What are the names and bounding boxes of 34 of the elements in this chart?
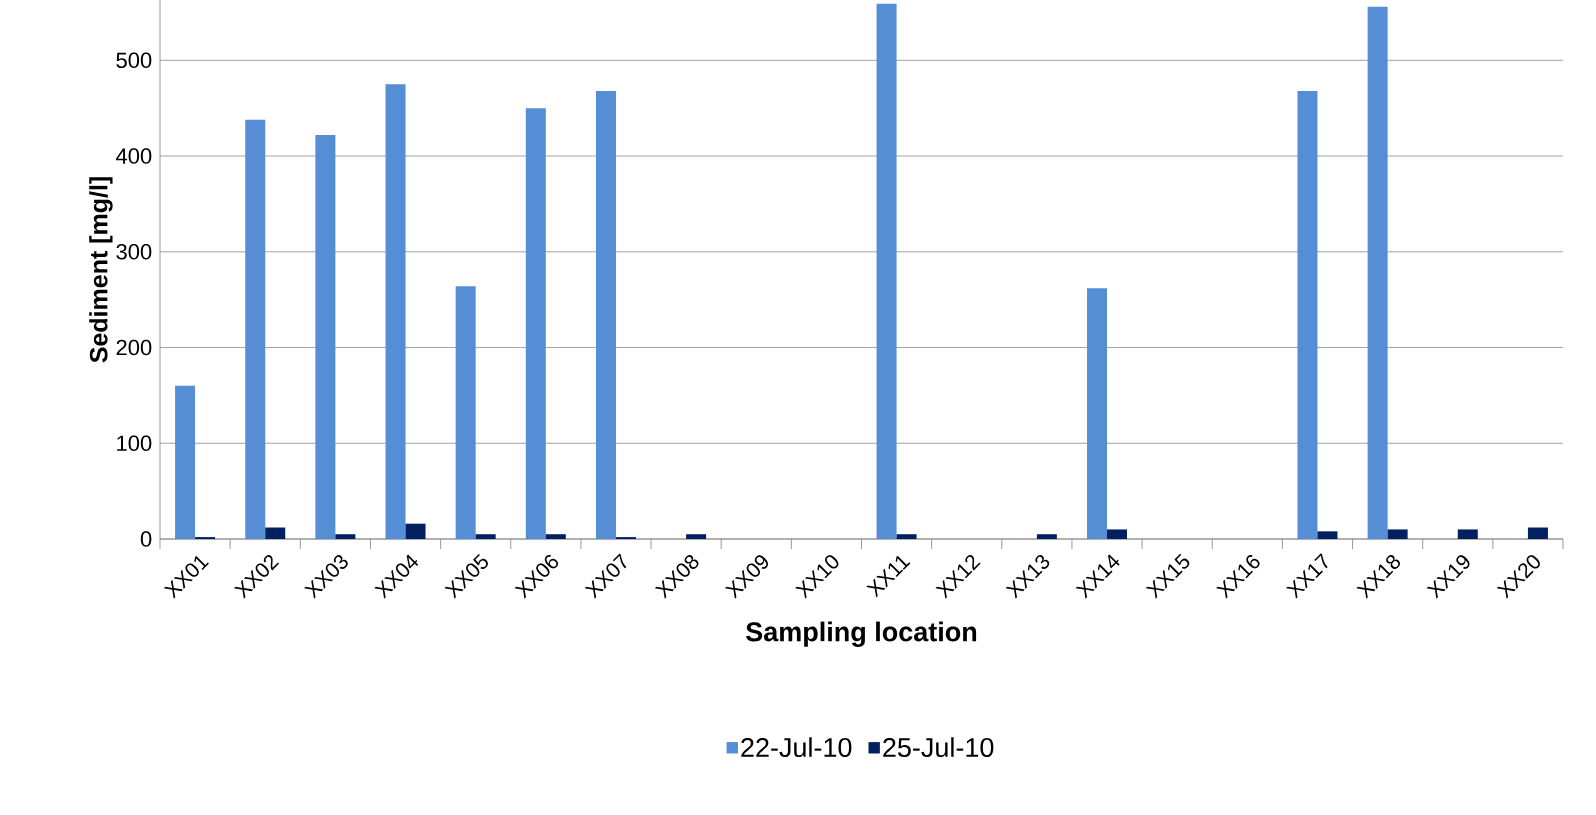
bar [315,134,336,539]
y-tick-label: 100 [117,435,152,452]
bar [385,84,406,539]
bar [1387,529,1408,539]
bar [595,90,616,539]
bar [335,534,356,539]
y-tick-label: 0 [140,531,152,547]
bar [896,534,917,539]
bar [1107,529,1128,539]
x-axis-title: Sampling location [746,621,977,647]
bar [405,523,426,539]
y-tick-label: 400 [116,148,152,164]
bar [1036,534,1057,539]
bar [475,534,496,539]
bar [245,119,266,539]
bar [1087,288,1108,539]
legend-label: 22-Jul-10 [741,737,852,758]
bar [1367,6,1388,539]
bar [545,534,566,539]
y-tick-label: 200 [116,339,152,356]
bar [175,385,196,539]
y-tick-label: 300 [116,243,152,260]
bar [686,534,707,539]
bar [1527,527,1548,539]
bar [1297,90,1318,539]
bar [1457,529,1478,539]
bar [1317,531,1338,539]
bar [455,286,476,539]
legend-label: 25-Jul-10 [883,737,994,758]
bar [876,3,897,539]
y-tick-label: 500 [116,52,152,69]
y-axis-title: Sediment [mg/l] [89,177,113,363]
bar [525,108,546,539]
bar [265,527,286,539]
